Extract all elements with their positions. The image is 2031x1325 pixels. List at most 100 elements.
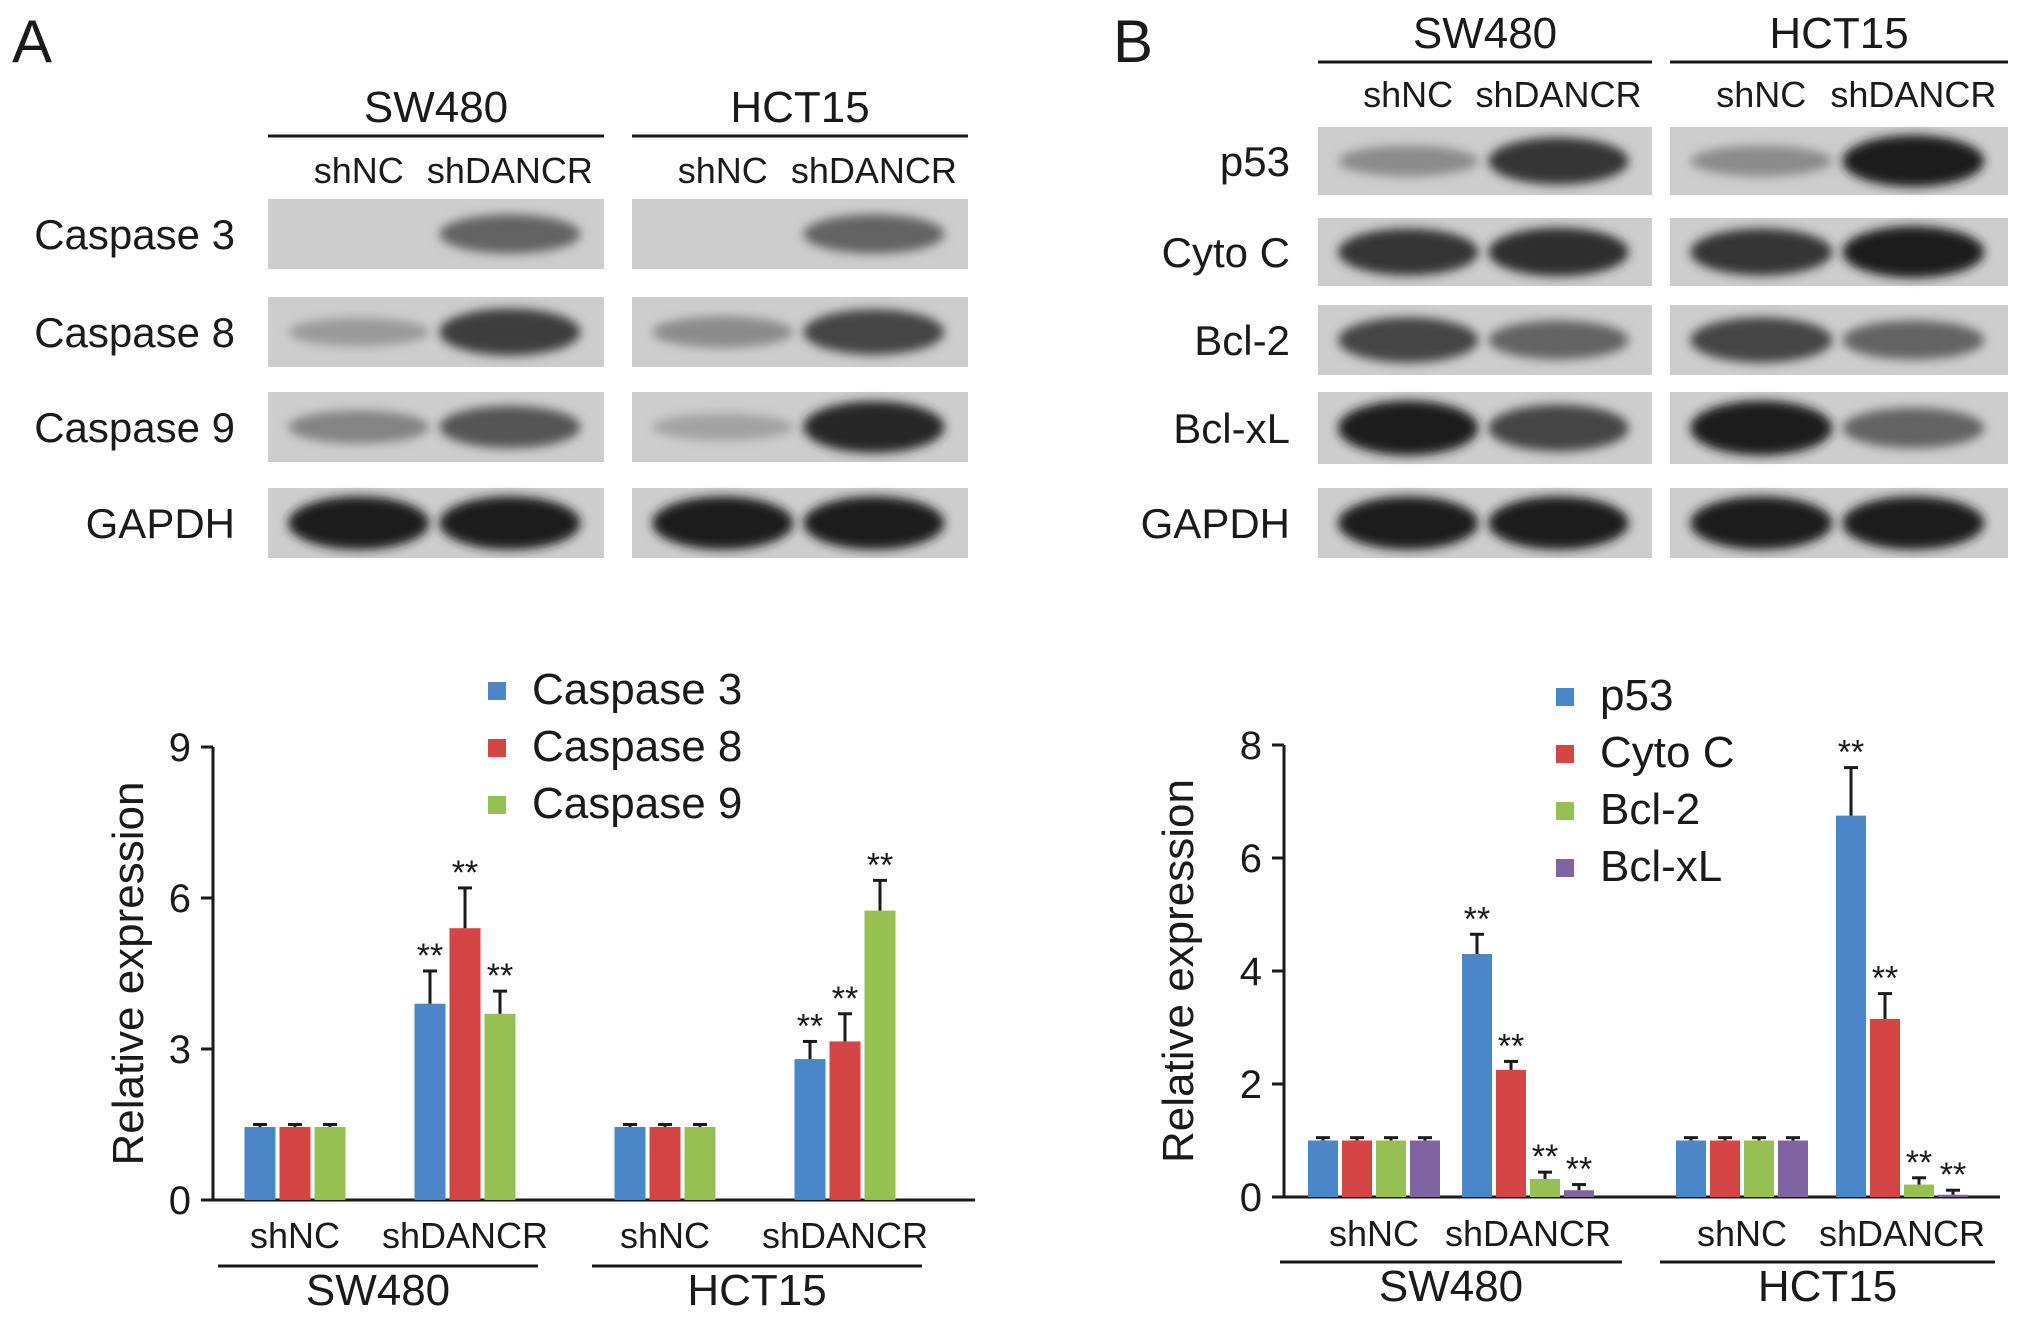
- blot-row-label: Caspase 3: [34, 211, 235, 258]
- y-tick-label: 2: [1240, 1063, 1262, 1107]
- y-tick-label: 0: [1240, 1176, 1262, 1220]
- panel-a: A SW480 shNC shDANCR HCT15 shNC shDANCR Caspase…: [12, 8, 968, 558]
- blot-lane-label: shNC: [1363, 74, 1453, 115]
- blot-band: [803, 309, 945, 355]
- blot-band: [652, 413, 794, 441]
- panel-letter: B: [1113, 8, 1153, 75]
- legend-swatch: [488, 682, 506, 700]
- blot-band: [439, 308, 581, 356]
- blot-band: [803, 496, 945, 550]
- y-tick-label: 8: [1240, 724, 1262, 768]
- legend-swatch: [1556, 745, 1574, 763]
- x-tick-label: shDANCR: [1819, 1213, 1985, 1254]
- bar: [244, 1127, 276, 1200]
- legend-label: Caspase 9: [532, 779, 742, 828]
- significance-mark: **: [417, 937, 443, 975]
- bar: [1564, 1190, 1594, 1197]
- blot-lane-label: shDANCR: [791, 150, 957, 191]
- x-tick-label: shNC: [620, 1215, 710, 1256]
- blot-band: [288, 317, 430, 347]
- significance-mark: **: [1566, 1151, 1592, 1189]
- x-tick-label: shNC: [250, 1215, 340, 1256]
- blot-band: [652, 496, 794, 550]
- blot-band: [1842, 135, 1985, 187]
- blot-group-label: SW480: [1413, 9, 1557, 58]
- bar: [314, 1127, 346, 1200]
- bar: [414, 1003, 446, 1200]
- significance-mark: **: [1838, 734, 1864, 772]
- bar: [1904, 1184, 1934, 1197]
- blot-group-label: HCT15: [1769, 9, 1908, 58]
- blot-row-label: GAPDH: [86, 500, 235, 547]
- blot-row-label: Caspase 8: [34, 309, 235, 356]
- significance-mark: **: [1940, 1156, 1966, 1194]
- blot-band: [288, 496, 430, 550]
- blot-lane-label: shNC: [314, 150, 404, 191]
- significance-mark: **: [797, 1007, 823, 1045]
- blot-row-label: Bcl-xL: [1173, 405, 1290, 452]
- significance-mark: **: [487, 957, 513, 995]
- significance-mark: **: [867, 846, 893, 884]
- y-tick-label: 3: [169, 1028, 191, 1072]
- bar: [1778, 1140, 1808, 1197]
- significance-mark: **: [1872, 960, 1898, 998]
- legend-label: Caspase 3: [532, 665, 742, 714]
- blot-band: [288, 410, 430, 444]
- legend-swatch: [1556, 859, 1574, 877]
- blot-band: [1488, 137, 1629, 185]
- blot-band: [1690, 496, 1833, 550]
- blot-band: [1488, 404, 1629, 452]
- blot-band: [1690, 145, 1833, 177]
- bar: [794, 1059, 826, 1200]
- blot-lane-label: shDANCR: [427, 150, 593, 191]
- blot-band: [439, 214, 581, 254]
- x-tick-label: shDANCR: [762, 1215, 928, 1256]
- legend-swatch: [488, 739, 506, 757]
- blot-band: [439, 496, 581, 550]
- blot-band: [1488, 227, 1629, 277]
- group-label: SW480: [306, 1266, 450, 1315]
- blot-band: [652, 316, 794, 348]
- group-label: HCT15: [687, 1266, 826, 1315]
- bar: [864, 910, 896, 1200]
- legend-swatch: [1556, 802, 1574, 820]
- bar: [1462, 954, 1492, 1197]
- bar: [614, 1127, 646, 1200]
- blot-band: [1842, 496, 1985, 550]
- blot-group-label: HCT15: [730, 83, 869, 132]
- bar: [684, 1127, 716, 1200]
- chart-b: p53 Cyto C Bcl-2 Bcl-xL 0 2 4 6 8 Relative expres…: [1154, 671, 2000, 1311]
- blot-lane-label: shNC: [1716, 74, 1806, 115]
- blot-band: [1488, 320, 1629, 360]
- y-tick-label: 9: [169, 726, 191, 770]
- legend-label: Bcl-xL: [1600, 842, 1722, 891]
- bar: [1530, 1178, 1560, 1197]
- legend-label: Bcl-2: [1600, 785, 1700, 834]
- bar: [1676, 1140, 1706, 1197]
- blot-lane-label: shDANCR: [1830, 74, 1996, 115]
- blot-band: [1690, 317, 1833, 363]
- blot-row-label: GAPDH: [1141, 500, 1290, 547]
- y-axis-label: Relative expression: [1154, 779, 1203, 1163]
- blot-band: [803, 401, 945, 453]
- bar: [1744, 1140, 1774, 1197]
- legend-swatch: [488, 796, 506, 814]
- legend-label: Caspase 8: [532, 722, 742, 771]
- significance-mark: **: [832, 980, 858, 1018]
- bar: [279, 1127, 311, 1200]
- panel-letter: A: [12, 8, 52, 75]
- y-tick-label: 6: [169, 877, 191, 921]
- blot-band: [1690, 400, 1833, 456]
- blot-lane-label: shNC: [678, 150, 768, 191]
- bar: [1308, 1140, 1338, 1197]
- y-tick-label: 6: [1240, 837, 1262, 881]
- bar: [1496, 1069, 1526, 1197]
- bar: [1710, 1140, 1740, 1197]
- blot-row-label: p53: [1220, 138, 1290, 185]
- significance-mark: **: [1464, 900, 1490, 938]
- y-tick-label: 0: [169, 1179, 191, 1223]
- x-tick-label: shNC: [1329, 1213, 1419, 1254]
- bar: [484, 1013, 516, 1200]
- x-tick-label: shDANCR: [1445, 1213, 1611, 1254]
